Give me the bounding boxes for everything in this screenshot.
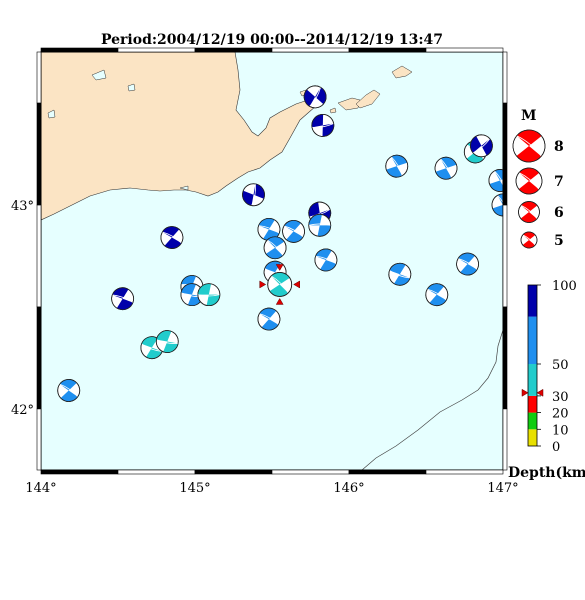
focal-mechanism xyxy=(282,220,305,243)
depth-color-segment xyxy=(528,412,537,430)
focal-mechanism xyxy=(263,236,287,260)
island-small xyxy=(329,107,337,114)
focal-mechanism xyxy=(488,169,503,192)
island-iturup xyxy=(391,65,413,79)
lake xyxy=(47,109,56,119)
depth-color-segment xyxy=(528,316,537,364)
focal-mechanism xyxy=(314,248,338,272)
magnitude-legend-label: 6 xyxy=(554,205,564,221)
map-area xyxy=(41,52,503,470)
lake xyxy=(91,69,107,81)
focal-mechanism xyxy=(456,252,479,276)
depth-label: Depth(km) xyxy=(508,465,585,481)
magnitude-legend-symbol xyxy=(520,231,538,249)
island-kunashir xyxy=(355,89,381,109)
depth-color-segment xyxy=(528,285,537,317)
focal-mechanism xyxy=(308,213,332,237)
target-event xyxy=(259,264,300,305)
magnitude-legend-symbol xyxy=(518,201,540,223)
focal-mechanism xyxy=(385,154,409,178)
depth-marker xyxy=(521,388,529,397)
focal-mechanism xyxy=(257,307,281,331)
magnitude-legend: M 8 7 6 5 xyxy=(512,108,564,249)
depth-color-segment xyxy=(528,364,537,396)
focal-mechanism xyxy=(434,156,458,180)
focal-mechanism xyxy=(160,226,184,249)
lake xyxy=(179,185,189,191)
lake xyxy=(127,83,136,92)
map-frame xyxy=(36,47,508,475)
latitude-tick-label: 43° xyxy=(11,199,34,214)
target-marker xyxy=(293,280,300,289)
depth-color-segment xyxy=(528,429,537,446)
depth-tick-label: 20 xyxy=(552,407,569,422)
focal-mechanism xyxy=(197,283,221,307)
longitude-ticks: 144° 145° 146° 147° xyxy=(25,481,518,496)
longitude-tick-label: 145° xyxy=(179,481,210,496)
focal-mechanism xyxy=(155,330,179,353)
magnitude-legend-label: 8 xyxy=(554,139,564,155)
focal-mechanism xyxy=(425,283,449,307)
events-layer xyxy=(57,85,503,402)
focal-mechanism xyxy=(111,287,135,311)
depth-tick-label: 30 xyxy=(552,390,569,405)
focal-mechanism xyxy=(242,183,265,207)
longitude-tick-label: 144° xyxy=(25,481,56,496)
target-marker xyxy=(275,297,284,305)
longitude-tick-label: 146° xyxy=(333,481,364,496)
focal-mechanism xyxy=(311,114,335,137)
focal-mechanism xyxy=(491,193,503,217)
depth-color-segment xyxy=(528,395,537,413)
magnitude-legend-label: 5 xyxy=(554,233,564,249)
map-title: Period:2004/12/19 00:00--2014/12/19 13:4… xyxy=(101,32,443,48)
legend-title: M xyxy=(521,108,537,124)
depth-tick-label: 0 xyxy=(552,440,560,455)
target-marker xyxy=(275,264,284,271)
trench-contour xyxy=(361,329,503,470)
focal-mechanism xyxy=(57,379,81,402)
magnitude-legend-symbol xyxy=(515,167,543,195)
latitude-ticks: 42° 43° xyxy=(11,199,34,418)
depth-marker xyxy=(536,388,544,397)
latitude-tick-label: 42° xyxy=(11,403,34,418)
focal-mechanism xyxy=(388,262,412,286)
focal-mechanism xyxy=(470,134,493,158)
depth-tick-label: 50 xyxy=(552,358,569,373)
depth-tick-label: 10 xyxy=(552,423,569,438)
target-marker xyxy=(259,280,267,289)
depth-tick-label: 100 xyxy=(552,279,577,294)
target-focal-mechanism xyxy=(267,272,293,297)
magnitude-legend-label: 7 xyxy=(554,174,564,190)
magnitude-legend-symbol xyxy=(512,129,546,163)
focal-mechanism xyxy=(303,85,327,109)
longitude-tick-label: 147° xyxy=(487,481,518,496)
hokkaido-land xyxy=(41,52,319,221)
